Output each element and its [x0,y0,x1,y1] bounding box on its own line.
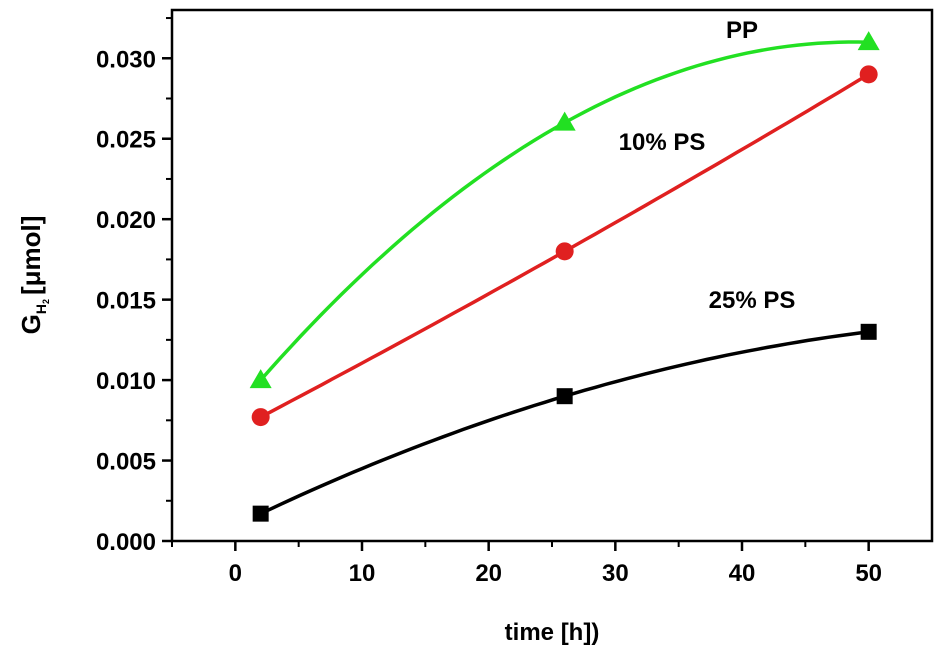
y-axis-label: GH2[μmol] [16,216,51,335]
x-tick-label: 50 [855,560,882,587]
data-point-triangle [553,111,576,131]
data-point-square [860,323,877,340]
y-tick-label: 0.030 [96,46,156,73]
data-point-circle [859,65,878,84]
y-tick-label: 0.005 [96,449,156,476]
y-tick-label: 0.010 [96,368,156,395]
data-point-circle [251,408,270,427]
x-tick-label: 30 [602,560,629,587]
y-tick-label: 0.000 [96,529,156,556]
y-tick-label: 0.020 [96,207,156,234]
x-tick-label: 0 [229,560,242,587]
series-line-0 [259,40,869,382]
series-line-2 [259,330,869,516]
data-point-triangle [857,31,880,51]
series-label: 25% PS [709,287,796,314]
y-tick-label: 0.025 [96,127,156,154]
x-tick-label: 20 [475,560,502,587]
data-point-circle [555,242,574,261]
x-tick-label: 40 [729,560,756,587]
data-point-square [252,505,269,522]
y-tick-label: 0.015 [96,288,156,315]
plot-frame [170,8,934,543]
x-tick-label: 10 [349,560,376,587]
series-label: 10% PS [619,129,706,156]
x-axis-label: time [h]) [505,619,600,646]
data-point-square [556,388,573,405]
series-label: PP [726,17,758,44]
data-point-triangle [249,369,272,389]
